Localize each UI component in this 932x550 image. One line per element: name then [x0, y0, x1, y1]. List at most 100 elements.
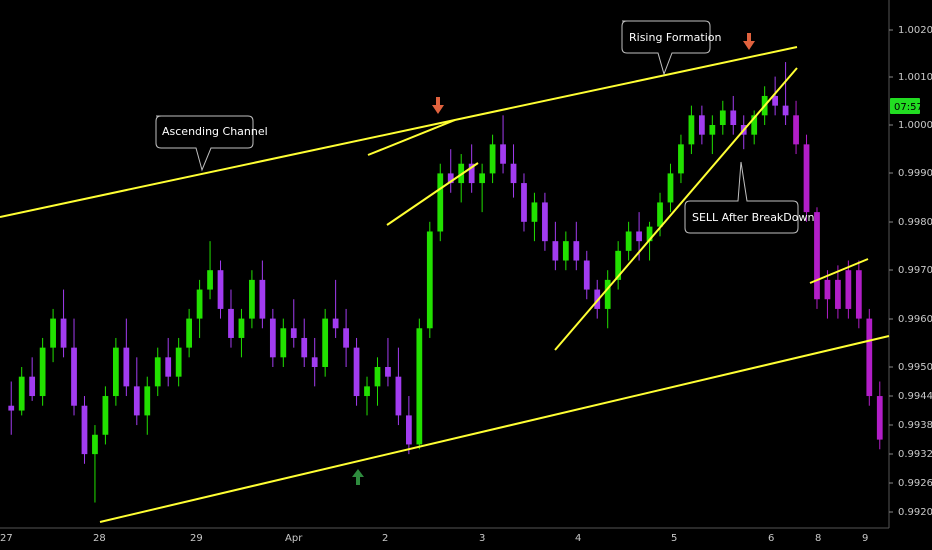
candle-body — [133, 386, 140, 416]
callout-rising-formation[interactable]: Rising Formation — [621, 20, 721, 76]
candle — [824, 270, 831, 319]
candle — [521, 173, 527, 232]
current-price-tag: 07:57 — [890, 98, 923, 114]
candle-body — [688, 115, 695, 145]
candle-body — [39, 347, 46, 397]
candle — [678, 134, 684, 184]
price-tick: 1.00100 — [898, 72, 932, 83]
candle-body — [81, 405, 88, 455]
channel-upper-line[interactable] — [0, 46, 798, 218]
candle-body — [175, 347, 182, 377]
retest-line[interactable] — [809, 258, 869, 284]
candle-body — [521, 183, 527, 222]
candle — [165, 337, 172, 387]
candle — [719, 100, 726, 135]
candle — [71, 318, 77, 416]
candle — [207, 241, 213, 300]
candle-body — [343, 328, 349, 348]
flag-lower-line[interactable] — [386, 162, 479, 226]
candle-body — [238, 318, 245, 338]
time-tick: 28 — [93, 533, 106, 544]
candle — [573, 221, 580, 271]
candle-body — [636, 231, 642, 242]
candle — [228, 289, 234, 348]
candle-body — [154, 357, 161, 387]
up-arrow-icon — [352, 469, 364, 485]
candle-body — [782, 105, 789, 116]
rising-support-line[interactable] — [554, 67, 798, 351]
candle — [688, 105, 695, 155]
candle — [343, 308, 349, 367]
candle-body — [60, 318, 67, 348]
down-arrow-icon — [743, 33, 755, 50]
candle — [500, 115, 506, 174]
candle-body — [416, 328, 423, 445]
trendlines — [0, 46, 890, 523]
candle — [814, 207, 820, 309]
candle — [437, 163, 444, 242]
candle — [196, 279, 203, 338]
callout-ascending-channel[interactable]: Ascending Channel — [155, 115, 268, 172]
time-tick: 5 — [671, 533, 677, 544]
candle — [385, 337, 391, 387]
time-axis[interactable]: 27 28 29 Apr 2 3 4 5 6 8 9 — [0, 533, 868, 544]
candle — [531, 192, 538, 242]
candle-body — [123, 347, 130, 387]
candle — [793, 100, 799, 155]
time-tick: 2 — [382, 533, 388, 544]
candle-body — [542, 202, 548, 242]
candle — [102, 386, 109, 445]
candle — [353, 337, 360, 406]
candle-body — [144, 386, 151, 416]
candle-body — [290, 328, 297, 338]
candle — [552, 221, 559, 271]
candle-body — [374, 367, 381, 387]
candle-body — [426, 231, 433, 329]
time-tick: Apr — [285, 533, 303, 544]
price-tick: 1.00200 — [898, 25, 932, 36]
candle-body — [364, 386, 370, 397]
candle — [803, 134, 810, 222]
candle-body — [719, 110, 726, 125]
callout-sell-after-breakdown[interactable]: SELL After BreakDown — [684, 161, 815, 234]
candle-body — [112, 347, 119, 397]
candle — [249, 270, 255, 329]
candle-body — [646, 226, 653, 242]
candle — [92, 425, 98, 503]
candle — [154, 347, 161, 397]
candle-body — [207, 270, 213, 290]
candle-body — [709, 125, 716, 135]
candle — [364, 376, 370, 416]
candle-body — [615, 250, 622, 280]
candle-body — [405, 415, 412, 445]
candle — [562, 231, 569, 271]
candle — [395, 347, 402, 426]
candle-body — [698, 115, 705, 135]
candle — [866, 308, 873, 406]
channel-lower-line[interactable] — [99, 335, 890, 523]
candle — [751, 110, 758, 145]
candle-body — [489, 144, 496, 174]
candle — [238, 308, 245, 358]
time-tick: 8 — [815, 533, 821, 544]
candle-body — [165, 357, 172, 377]
candle — [416, 318, 423, 450]
candle — [698, 105, 705, 145]
flag-upper-line[interactable] — [367, 119, 456, 156]
candle-body — [437, 173, 444, 232]
candle-body — [92, 434, 98, 455]
candle-body — [322, 318, 329, 367]
candle — [269, 308, 276, 367]
candle-body — [280, 328, 287, 358]
candle — [322, 308, 329, 377]
candle-body — [500, 144, 506, 164]
candle-body — [604, 279, 611, 309]
